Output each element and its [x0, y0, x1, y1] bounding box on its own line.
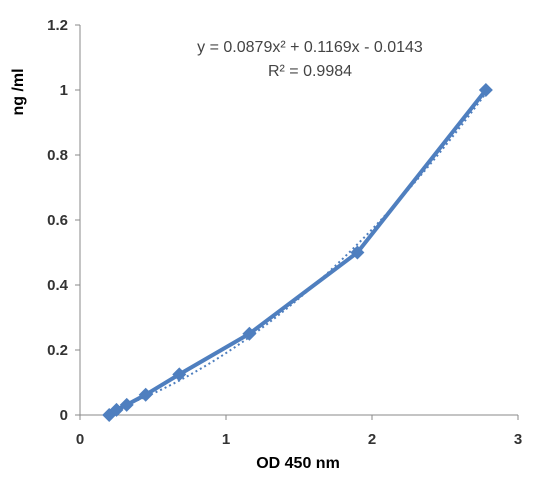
y-axis-title: ng /ml: [10, 68, 27, 115]
y-tick-label: 0.6: [47, 212, 68, 229]
trendline: [108, 92, 487, 412]
y-tick-label: 1.2: [47, 17, 68, 34]
data-point: [350, 245, 365, 260]
y-tick-label: 0.2: [47, 342, 68, 359]
equation-line-1: y = 0.0879x² + 0.1169x - 0.0143: [197, 39, 423, 56]
series-line: [108, 88, 488, 417]
x-axis-title: OD 450 nm: [256, 455, 340, 472]
x-tick-label: 3: [514, 431, 522, 448]
data-point: [138, 387, 153, 402]
x-tick-label: 2: [368, 431, 376, 448]
data-point: [242, 326, 257, 341]
y-tick-label: 0.4: [47, 277, 69, 294]
x-axis-ticks: 0 1 2 3: [76, 415, 522, 448]
y-tick-label: 0.8: [47, 147, 68, 164]
data-point: [172, 367, 187, 382]
data-point: [119, 397, 134, 412]
y-tick-label: 0: [60, 407, 68, 424]
y-axis-ticks: 0 0.2 0.4 0.6 0.8 1 1.2: [47, 17, 80, 424]
data-point: [109, 402, 124, 417]
x-tick-label: 1: [222, 431, 230, 448]
x-tick-label: 0: [76, 431, 84, 448]
data-point: [478, 83, 493, 97]
data-markers: [102, 83, 493, 422]
equation-line-2: R² = 0.9984: [268, 63, 352, 80]
y-tick-label: 1: [60, 82, 68, 99]
